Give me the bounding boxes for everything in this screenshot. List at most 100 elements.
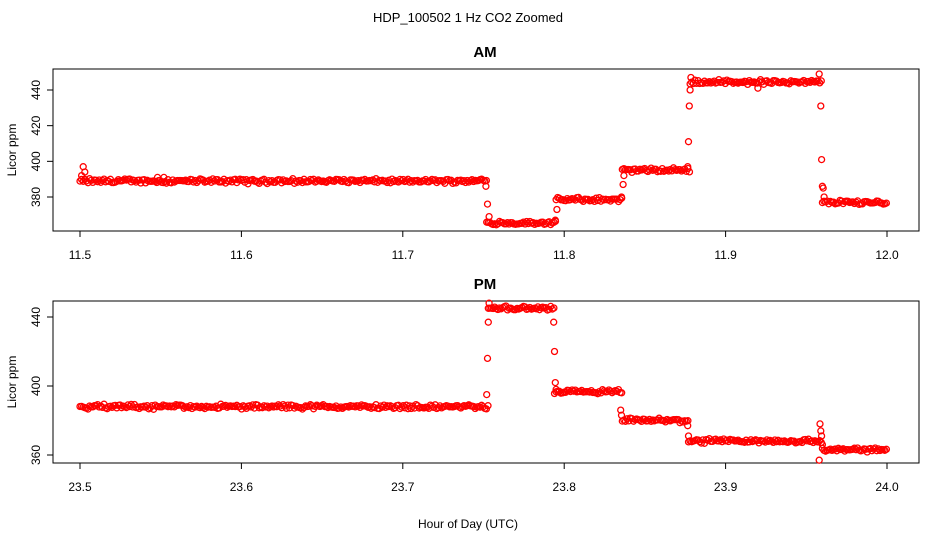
pm-data-point <box>834 444 843 452</box>
pm-x-tick-label: 23.9 <box>714 480 738 494</box>
am-data-point <box>485 212 493 221</box>
pm-data-point <box>552 385 560 394</box>
pm-panel: PM Licor ppm 23.5 23.6 23.7 23.8 23.9 24.0 36… <box>5 276 920 494</box>
am-data-point <box>685 102 693 110</box>
am-data-point <box>806 78 814 87</box>
am-data-point <box>844 197 852 205</box>
am-data-point <box>226 176 235 184</box>
am-data-point <box>686 86 694 94</box>
pm-data-point <box>550 347 559 356</box>
am-data-points <box>76 70 891 229</box>
am-y-axis-label: Licor ppm <box>5 124 19 177</box>
am-data-point <box>189 178 198 186</box>
am-x-tick-label: 11.9 <box>714 248 737 262</box>
am-data-point <box>877 199 886 207</box>
am-data-point <box>820 193 828 201</box>
pm-data-point <box>365 403 374 411</box>
am-plot-frame <box>52 68 920 232</box>
pm-x-axis: 23.5 23.6 23.7 23.8 23.9 24.0 <box>68 463 899 494</box>
pm-data-point <box>679 418 687 426</box>
am-data-point <box>292 177 300 185</box>
am-data-point <box>444 175 452 184</box>
pm-data-point <box>231 402 239 411</box>
pm-x-tick-label: 23.7 <box>391 480 415 494</box>
pm-data-point <box>351 403 359 411</box>
am-data-point <box>684 138 693 146</box>
am-data-point <box>279 176 287 184</box>
am-data-point <box>482 182 490 190</box>
pm-data-point <box>803 437 811 445</box>
am-data-point <box>723 76 731 84</box>
pm-data-point <box>210 403 219 411</box>
am-data-point <box>816 79 824 87</box>
pm-data-point <box>117 404 126 412</box>
am-data-point <box>121 175 129 183</box>
pm-data-point <box>617 411 626 419</box>
am-data-point <box>428 175 436 184</box>
am-data-point <box>483 200 492 208</box>
am-data-point <box>397 177 406 185</box>
pm-data-point <box>684 432 693 440</box>
pm-data-point <box>458 403 467 411</box>
am-data-point <box>728 77 736 86</box>
am-data-point <box>684 163 692 171</box>
pm-data-points <box>76 299 891 464</box>
pm-y-tick-label: 360 <box>29 445 43 465</box>
pm-data-point <box>273 403 281 411</box>
am-data-point <box>130 177 139 185</box>
am-x-tick-label: 11.5 <box>69 248 92 262</box>
pm-data-point <box>476 403 484 411</box>
pm-data-point <box>196 404 204 412</box>
pm-panel-title: PM <box>474 276 497 293</box>
pm-data-point <box>684 422 692 430</box>
am-data-point <box>469 177 478 186</box>
am-data-point <box>531 220 539 229</box>
pm-data-point <box>882 445 891 453</box>
am-y-tick-label: 400 <box>29 151 43 171</box>
am-data-point <box>819 184 827 192</box>
pm-data-point <box>300 403 308 412</box>
pm-x-tick-label: 24.0 <box>875 480 899 494</box>
pm-y-axis-label: Licor ppm <box>5 356 19 409</box>
figure-title: HDP_100502 1 Hz CO2 Zoomed <box>373 10 563 25</box>
pm-data-point <box>809 438 817 447</box>
pm-data-point <box>816 420 824 428</box>
pm-data-point <box>511 306 520 314</box>
am-data-point <box>225 177 233 185</box>
pm-x-tick-label: 23.8 <box>553 480 577 494</box>
am-data-point <box>705 78 713 86</box>
am-data-point <box>566 196 575 204</box>
am-x-tick-label: 11.6 <box>230 248 253 262</box>
pm-y-axis: 360 400 440 <box>29 307 53 465</box>
am-panel-title: AM <box>473 44 496 61</box>
am-data-point <box>617 193 626 201</box>
am-x-tick-label: 12.0 <box>875 248 899 262</box>
am-data-point <box>665 167 673 175</box>
pm-data-point <box>874 445 883 453</box>
am-data-point <box>584 195 592 204</box>
pm-data-point <box>763 436 771 444</box>
pm-data-point <box>106 402 115 410</box>
am-data-point <box>160 173 168 182</box>
am-data-point <box>265 176 273 185</box>
pm-y-tick-label: 440 <box>29 307 43 327</box>
pm-data-point <box>485 299 493 307</box>
pm-data-point <box>548 305 556 313</box>
pm-data-point <box>335 404 343 412</box>
pm-data-point <box>826 445 835 453</box>
pm-data-point <box>551 378 559 387</box>
pm-data-point <box>613 387 621 396</box>
am-x-tick-label: 11.8 <box>553 248 576 262</box>
am-data-point <box>162 179 171 187</box>
pm-data-point <box>618 389 626 397</box>
am-y-tick-label: 380 <box>29 187 43 207</box>
pm-data-point <box>483 354 492 363</box>
pm-data-point <box>357 401 366 409</box>
pm-data-point <box>817 432 826 440</box>
pm-y-tick-label: 400 <box>29 376 43 396</box>
pm-plot-frame <box>52 300 920 464</box>
am-data-point <box>399 175 407 184</box>
am-data-point <box>750 78 758 86</box>
am-data-point <box>849 198 857 206</box>
